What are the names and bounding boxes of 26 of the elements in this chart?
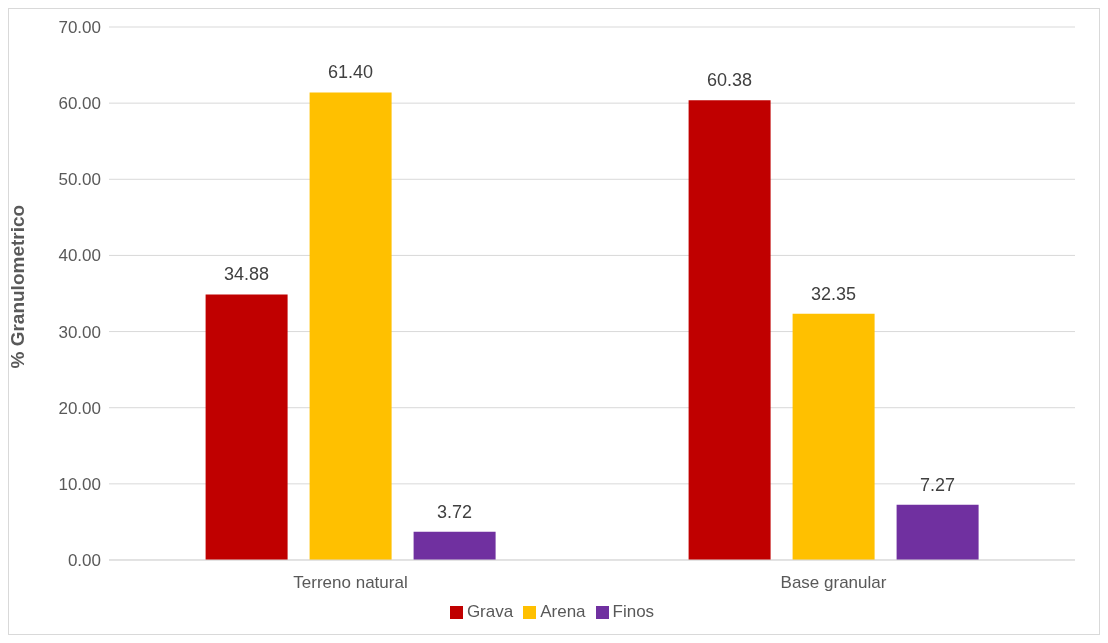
x-tick-label: Base granular — [780, 573, 887, 593]
legend-label: Grava — [466, 602, 514, 621]
y-tick-label: 60.00 — [58, 94, 101, 114]
bar — [896, 504, 979, 560]
y-tick-label: 40.00 — [58, 246, 101, 266]
y-tick-label: 30.00 — [58, 322, 101, 342]
legend-label: Arena — [540, 602, 586, 621]
y-tick-label: 50.00 — [58, 170, 101, 190]
y-tick-label: 70.00 — [58, 18, 101, 38]
data-label: 7.27 — [920, 474, 956, 495]
legend-label: Finos — [612, 602, 655, 621]
bar — [688, 100, 771, 560]
bar — [792, 313, 875, 560]
y-axis-title: % Granulometrico — [6, 204, 28, 369]
bar — [413, 531, 496, 560]
data-label: 32.35 — [811, 283, 857, 304]
data-label: 60.38 — [707, 70, 753, 91]
data-label: 3.72 — [437, 501, 473, 522]
bar — [309, 92, 392, 560]
bar — [205, 294, 288, 560]
y-tick-label: 20.00 — [58, 398, 101, 418]
x-tick-label: Terreno natural — [293, 573, 408, 593]
data-label: 34.88 — [224, 264, 270, 285]
data-label: 61.40 — [328, 62, 374, 83]
y-tick-label: 10.00 — [58, 474, 101, 494]
y-tick-label: 0.00 — [67, 551, 101, 571]
